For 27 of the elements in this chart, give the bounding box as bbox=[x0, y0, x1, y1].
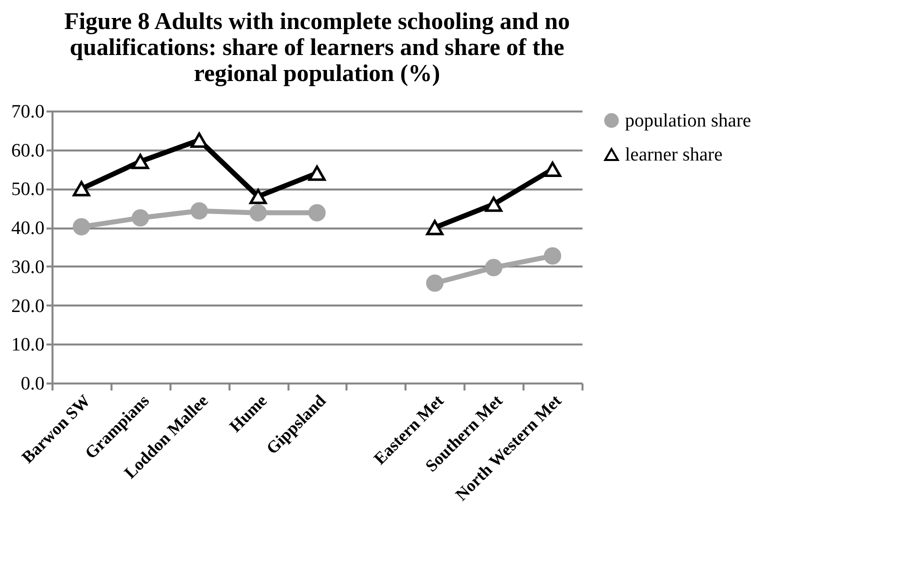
point bbox=[544, 247, 562, 265]
point bbox=[190, 132, 208, 148]
point bbox=[426, 220, 444, 236]
point bbox=[485, 196, 502, 212]
point bbox=[426, 274, 444, 292]
point bbox=[72, 218, 90, 236]
y-tick-label: 70.0 bbox=[11, 102, 44, 122]
chart-title: Figure 8 Adults with incomplete schooling and no qualifications: share of learners and share of the regional population (%) bbox=[64, 9, 570, 87]
point bbox=[72, 181, 90, 196]
y-tick-label: 10.0 bbox=[11, 334, 44, 356]
y-tick-label: 60.0 bbox=[11, 140, 44, 162]
legend-label: population share bbox=[625, 110, 752, 132]
y-tick-label: 50.0 bbox=[11, 179, 44, 200]
point bbox=[190, 202, 208, 220]
point bbox=[544, 162, 562, 177]
point bbox=[132, 209, 149, 227]
point bbox=[485, 258, 502, 276]
point bbox=[308, 166, 326, 181]
point bbox=[132, 154, 149, 170]
point bbox=[249, 188, 267, 204]
y-tick-label: 20.0 bbox=[11, 296, 44, 317]
y-tick-label: 30.0 bbox=[11, 256, 44, 278]
y-tick-label: 0.0 bbox=[20, 374, 44, 394]
point bbox=[249, 204, 267, 222]
legend-label: learner share bbox=[625, 144, 723, 166]
point bbox=[308, 204, 326, 222]
y-tick-label: 40.0 bbox=[11, 218, 44, 240]
